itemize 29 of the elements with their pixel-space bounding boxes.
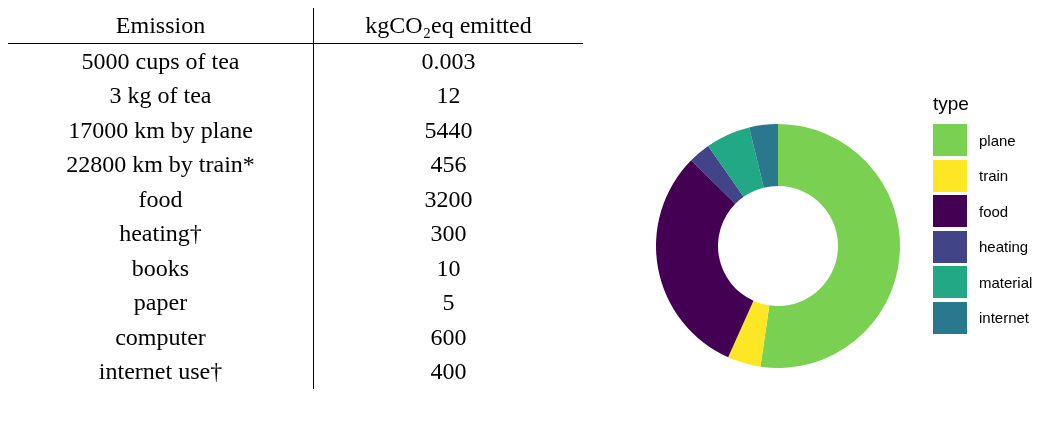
text: Emission [8, 8, 314, 43]
category-label: internet use† [8, 354, 314, 389]
data-label: 300 [429, 219, 468, 248]
category-label: books [8, 250, 314, 285]
text: kgCO₂eq emitted [313, 8, 583, 43]
category-label: 22800 km by train* [8, 147, 314, 182]
legend-title: type [933, 93, 970, 115]
legend-label: heating [979, 238, 1029, 256]
category-label: 3 kg of tea [8, 78, 314, 113]
data-label: 3200 [423, 184, 474, 214]
data-label: 400 [429, 357, 468, 386]
category-label: computer [8, 319, 314, 354]
data-label: 12 [435, 81, 462, 110]
data-label: 5440 [423, 115, 474, 145]
legend-label: train [979, 167, 1009, 185]
data-label: 0.003 [420, 46, 477, 76]
category-label: 17000 km by plane [8, 112, 314, 147]
category-label: 5000 cups of tea [8, 43, 314, 78]
category-label: paper [8, 285, 314, 320]
legend-label: food [979, 202, 1009, 220]
data-label: 5 [441, 288, 456, 317]
legend-label: plane [979, 131, 1016, 149]
legend-label: internet [979, 309, 1030, 327]
category-label: food [8, 181, 314, 216]
data-label: 600 [429, 322, 468, 352]
category-label: heating† [8, 216, 314, 251]
legend-label: material [979, 273, 1033, 291]
data-label: 456 [429, 150, 468, 179]
data-label: 10 [435, 253, 462, 283]
